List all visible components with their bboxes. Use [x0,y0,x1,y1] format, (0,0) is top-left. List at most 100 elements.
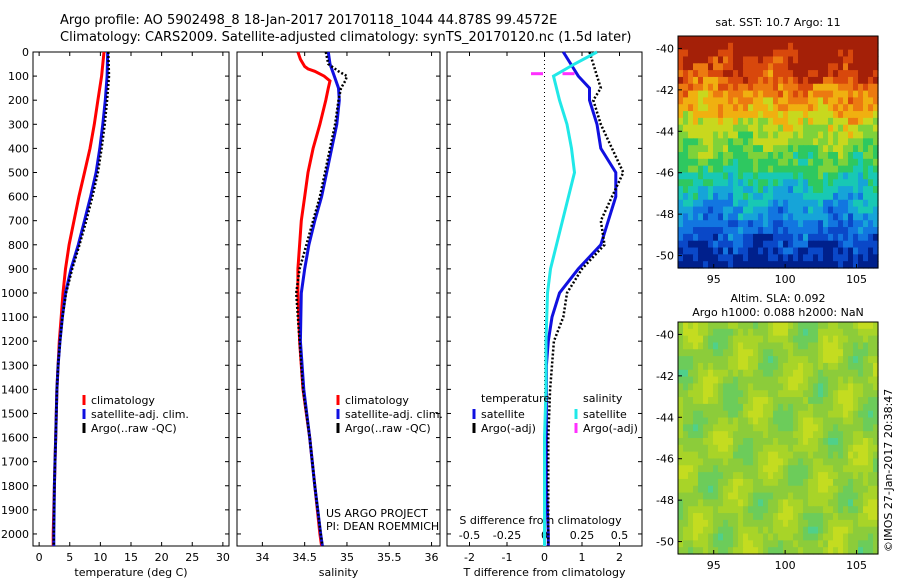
heatmap-cell [678,199,684,208]
heatmap-cell [778,533,784,541]
heatmap-cell [723,356,729,364]
heatmap-cell [693,70,699,78]
heatmap-cell [843,356,849,364]
heatmap-cell [838,247,844,255]
heatmap-cell [713,213,719,221]
heatmap-cell [693,485,699,494]
heatmap-cell [818,111,824,119]
heatmap-cell [848,42,854,51]
heatmap-cell [818,138,824,146]
heatmap-cell [758,390,764,398]
heatmap-cell [758,42,764,51]
heatmap-cell [713,478,719,487]
heatmap-cell [793,533,799,541]
heatmap-cell [868,83,874,92]
heatmap-cell [838,56,844,64]
heatmap-cell [853,533,859,541]
heatmap-cell [708,131,714,139]
heatmap-cell [708,533,714,541]
heatmap-cell [798,56,804,64]
heatmap-cell [843,458,849,466]
heatmap-cell [873,499,879,507]
heatmap-cell [858,417,864,425]
heatmap-cell [853,485,859,494]
heatmap-cell [813,186,819,194]
heatmap-cell [823,410,829,419]
s-axis-label: S difference from climatology [459,514,622,527]
heatmap-cell [688,547,694,555]
heatmap-cell [803,158,809,167]
heatmap-cell [858,206,864,215]
heatmap-cell [788,438,794,446]
heatmap-cell [873,49,879,58]
heatmap-cell [713,526,719,535]
x-axis-label: T difference from climatology [463,566,626,579]
heatmap-cell [858,349,864,357]
heatmap-cell [713,403,719,412]
heatmap-cell [828,42,834,51]
heatmap-cell [828,179,834,187]
y-tick-label: 1600 [1,432,29,445]
heatmap-cell [783,254,789,262]
heatmap-cell [693,158,699,167]
heatmap-cell [683,349,689,357]
heatmap-cell [708,499,714,507]
heatmap-cell [738,472,744,480]
heatmap-cell [793,369,799,378]
heatmap-cell [723,390,729,398]
heatmap-cell [748,172,754,180]
heatmap-cell [678,451,684,460]
heatmap-cell [803,322,809,330]
heatmap-cell [708,444,714,453]
heatmap-cell [848,131,854,139]
heatmap-cell [678,478,684,487]
heatmap-cell [818,533,824,541]
heatmap-cell [773,458,779,466]
heatmap-cell [798,111,804,119]
heatmap-cell [758,158,764,167]
heatmap-cell [758,227,764,235]
heatmap-cell [873,322,879,330]
heatmap-cell [863,397,869,405]
heatmap-cell [843,383,849,391]
heatmap-cell [713,36,719,44]
heatmap-cell [678,465,684,473]
heatmap-cell [798,383,804,391]
heatmap-cell [753,76,759,85]
heatmap-cell [783,424,789,432]
heatmap-cell [783,97,789,105]
heatmap-cell [683,458,689,466]
heatmap-cell [698,227,704,235]
heatmap-cell [868,472,874,480]
heatmap-cell [748,403,754,412]
heatmap-cell [873,438,879,446]
heatmap-cell [733,390,739,398]
heatmap-cell [718,186,724,194]
heatmap-cell [733,49,739,58]
heatmap-cell [743,124,749,133]
heatmap-cell [753,233,759,242]
heatmap-cell [818,83,824,92]
heatmap-cell [763,533,769,541]
heatmap-cell [723,451,729,460]
heatmap-cell [708,376,714,385]
heatmap-cell [733,56,739,64]
heatmap-cell [793,131,799,139]
heatmap-cell [868,36,874,44]
heatmap-cell [798,519,804,528]
heatmap-cell [793,547,799,555]
heatmap-cell [738,117,744,126]
heatmap-cell [683,322,689,330]
heatmap-cell [803,335,809,344]
heatmap-cell [798,124,804,133]
heatmap-cell [818,390,824,398]
heatmap-cell [788,254,794,262]
heatmap-cell [763,261,769,269]
heatmap-cell [678,397,684,405]
heatmap-cell [788,417,794,425]
heatmap-cell [803,376,809,385]
heatmap-cell [728,526,734,535]
heatmap-cell [853,213,859,221]
heatmap-cell [743,533,749,541]
heatmap-cell [863,547,869,555]
